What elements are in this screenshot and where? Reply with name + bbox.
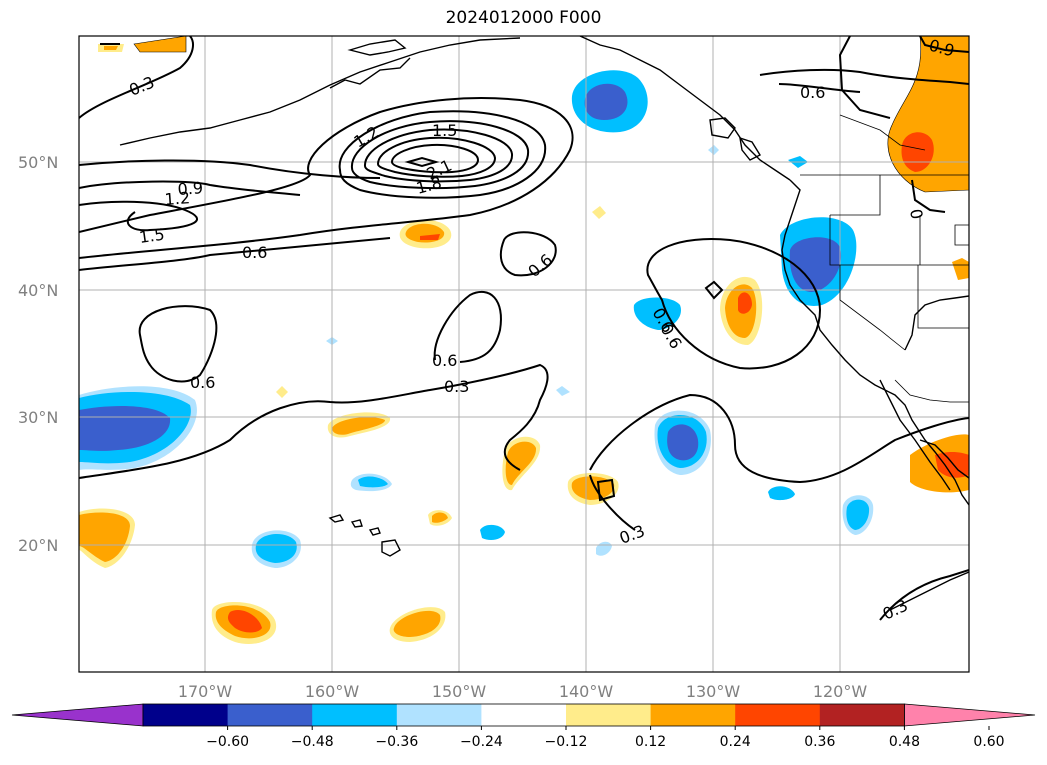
lat-label-40n: 40°N bbox=[18, 281, 58, 300]
colorbar-tick-label: 0.60 bbox=[973, 734, 1004, 750]
colorbar-tick-label: −0.36 bbox=[375, 734, 418, 750]
lon-label-130w: 130°W bbox=[686, 682, 741, 701]
colorbar-bin bbox=[481, 704, 567, 726]
latitude-labels: 50°N 40°N 30°N 20°N bbox=[18, 153, 58, 555]
colorbar-bin bbox=[143, 704, 229, 726]
colorbar-tick-label: 0.36 bbox=[804, 734, 835, 750]
colorbar-tick-label: 0.48 bbox=[889, 734, 920, 750]
colorbar-tick-label: 0.24 bbox=[720, 734, 751, 750]
lon-label-170w: 170°W bbox=[178, 682, 233, 701]
lat-label-30n: 30°N bbox=[18, 408, 58, 427]
contour-label: 1.5 bbox=[432, 121, 457, 140]
map-frame bbox=[78, 35, 970, 673]
lon-label-140w: 140°W bbox=[559, 682, 614, 701]
contour-lines bbox=[79, 36, 969, 621]
lon-label-160w: 160°W bbox=[305, 682, 360, 701]
contour-label: 0.6 bbox=[190, 373, 215, 392]
colorbar-extend-min bbox=[11, 703, 144, 727]
colorbar-tick-label: −0.24 bbox=[460, 734, 503, 750]
colorbar-bin bbox=[735, 704, 821, 726]
colorbar-bin bbox=[819, 704, 905, 726]
lat-label-20n: 20°N bbox=[18, 536, 58, 555]
map-title: 2024012000 F000 bbox=[445, 8, 602, 28]
longitude-labels: 170°W 160°W 150°W 140°W 130°W 120°W bbox=[178, 682, 868, 701]
contour-label: 1.2 bbox=[164, 188, 191, 209]
contour-label: 1.5 bbox=[138, 225, 166, 247]
colorbar-bin bbox=[650, 704, 736, 726]
lon-label-150w: 150°W bbox=[432, 682, 487, 701]
political-borders bbox=[800, 114, 969, 403]
colorbar-tick-label: −0.12 bbox=[545, 734, 588, 750]
colorbar: −0.60 −0.48 −0.36 −0.24 −0.12 0.12 0.24 0.36 0.4… bbox=[11, 703, 1036, 750]
colorbar-bin bbox=[312, 704, 398, 726]
colorbar-tick-label: −0.60 bbox=[206, 734, 249, 750]
contour-label: 0.3 bbox=[444, 377, 469, 396]
shaded-anomalies bbox=[79, 36, 969, 644]
coastlines bbox=[119, 36, 969, 611]
colorbar-outline bbox=[142, 703, 905, 727]
colorbar-tick-label: 0.12 bbox=[635, 734, 666, 750]
colorbar-tick-label: −0.48 bbox=[291, 734, 334, 750]
colorbar-bin bbox=[566, 704, 652, 726]
lat-label-50n: 50°N bbox=[18, 153, 58, 172]
contour-label: 0.9 bbox=[177, 178, 204, 199]
map-area bbox=[79, 36, 969, 672]
contour-label: 0.6 bbox=[242, 243, 267, 262]
lon-label-120w: 120°W bbox=[813, 682, 868, 701]
colorbar-extend-max bbox=[904, 703, 1036, 727]
colorbar-bin bbox=[227, 704, 313, 726]
contour-label: 0.6 bbox=[432, 351, 457, 370]
colorbar-bin bbox=[396, 704, 482, 726]
contour-label: 0 bbox=[906, 207, 926, 220]
contour-label: 0.6 bbox=[800, 83, 825, 102]
